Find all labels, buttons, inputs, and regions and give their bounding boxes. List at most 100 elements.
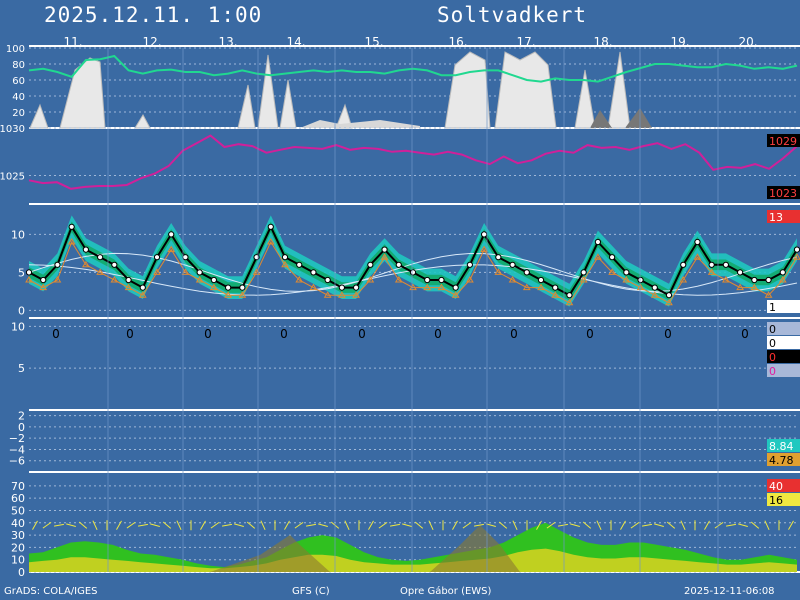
wind-direction-arrow [32, 520, 38, 530]
wind-direction-arrow [620, 520, 626, 530]
precip-daily-total: 0 [358, 327, 366, 341]
wind-direction-arrow [642, 523, 652, 527]
dewpoint-point [793, 253, 800, 260]
dewpoint-point [195, 276, 204, 283]
wind-direction-arrow [150, 523, 160, 527]
dewpoint-point [352, 291, 360, 298]
day-label: 14. [286, 35, 305, 49]
dewpoint-point [522, 283, 531, 291]
dewpoint-point [295, 276, 304, 283]
tick-label: 10 [11, 554, 25, 567]
dewpoint-point [665, 298, 673, 306]
day-label: 12. [142, 35, 161, 49]
wind-direction-arrow [486, 523, 496, 527]
dewpoint-point [565, 298, 574, 306]
wind-direction-arrow [750, 521, 760, 529]
tick-label: 2 [18, 410, 25, 423]
cloud-shape [237, 84, 256, 129]
dewpoint-point [679, 276, 688, 283]
temperature-point [367, 261, 374, 268]
dewpoint-point [96, 268, 104, 275]
wind-direction-arrow [162, 521, 172, 529]
location-name: Soltvadkert [437, 3, 588, 27]
cloud-shape [134, 113, 151, 129]
wind-direction-arrow [666, 521, 676, 529]
temperature-point [395, 261, 402, 268]
precip-legend-value: 0 [769, 323, 776, 336]
temperature-point [765, 276, 772, 284]
wind-direction-arrow [66, 523, 76, 527]
temperature-point [580, 269, 587, 276]
wind-direction-arrow [512, 520, 518, 531]
wind-direction-arrow [704, 520, 710, 530]
temperature-point [537, 276, 545, 284]
day-label: 19. [670, 35, 689, 49]
temperature-point [182, 254, 189, 261]
dewpoint-point [281, 260, 289, 268]
pressure-min-label-box [767, 186, 800, 199]
wind-direction-arrow [318, 523, 328, 527]
temperature-point [225, 284, 232, 291]
temperature-point [338, 284, 345, 291]
tick-label: 5 [18, 362, 25, 375]
temperature-point [623, 269, 630, 276]
wind-direction-arrow [402, 523, 412, 527]
temperature-point [82, 246, 89, 253]
dewpoint-point [778, 276, 787, 283]
forecast-datetime: 2025.12.11. 1:00 [44, 3, 263, 27]
temperature-point [196, 269, 203, 276]
tick-label: 70 [11, 480, 25, 493]
dewpoint-point [380, 253, 389, 260]
wind-direction-arrow [654, 523, 664, 527]
pressure-top-label: 1030 [0, 124, 25, 135]
temperature-point [324, 276, 331, 284]
dewpoint-point [551, 291, 560, 298]
temperature-point [594, 238, 601, 246]
temperature-point [353, 284, 360, 291]
temperature-point [609, 254, 616, 261]
precip-legend-value: 0 [769, 337, 776, 350]
temperature-point [566, 292, 573, 299]
wind-direction-arrow [390, 523, 400, 527]
precip-legend-value-box [767, 336, 800, 349]
tick-label: 20 [12, 108, 25, 119]
dewpoint-point [480, 245, 488, 253]
wind-direction-arrow [788, 520, 794, 530]
wind-direction-arrow [596, 520, 602, 531]
wind-direction-arrow [138, 523, 148, 527]
dewpoint-point [394, 276, 403, 283]
cloud-shape [625, 108, 652, 128]
precip-daily-total: 0 [204, 327, 212, 341]
dewpoint-point [594, 253, 602, 260]
dewpoint-point [508, 276, 517, 283]
dewpoint-point [466, 276, 474, 283]
stability-legend-value-box [767, 439, 800, 452]
temperature-point [210, 276, 217, 284]
wind-direction-arrow [462, 521, 472, 529]
temperature-point [424, 276, 431, 284]
dewpoint-point [622, 276, 631, 283]
cloud-shape [444, 51, 491, 129]
dewpoint-line [28, 240, 798, 304]
wind-legend-value-box [767, 493, 800, 506]
day-label: 18. [593, 35, 612, 49]
temperature-point [509, 261, 516, 268]
temperature-point [281, 254, 289, 261]
temperature-min-label-box [767, 300, 800, 313]
dewpoint-point [25, 276, 33, 283]
day-label: 17. [516, 35, 535, 49]
dewpoint-point [110, 276, 119, 283]
wind-direction-arrow [452, 520, 458, 530]
stability-legend-value-box [767, 453, 800, 466]
wind-direction-arrow [714, 521, 724, 529]
tick-label: 1025 [0, 172, 25, 183]
cloud-shape [59, 57, 106, 129]
dewpoint-point [750, 283, 759, 291]
wind-direction-arrow [344, 520, 350, 531]
tick-label: −4 [9, 443, 25, 456]
temperature-point [153, 254, 161, 261]
stability-legend-value: 8.84 [769, 440, 794, 453]
tick-label: 40 [11, 517, 25, 530]
dewpoint-point [238, 291, 247, 298]
dewpoint-point [309, 283, 318, 291]
